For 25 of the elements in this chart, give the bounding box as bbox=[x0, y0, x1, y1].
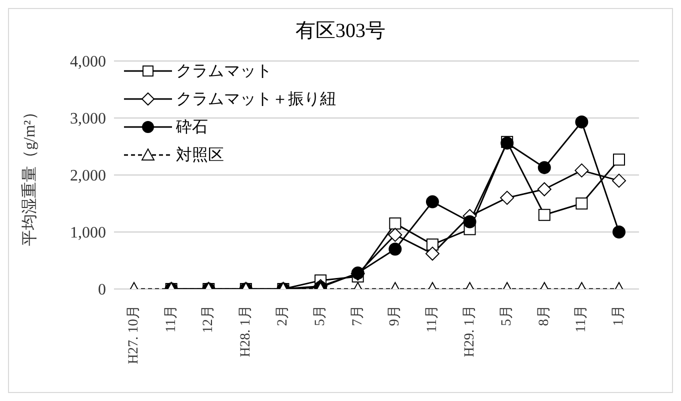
x-tick-label: 7月 bbox=[350, 305, 366, 326]
x-tick-label: H28. 1月 bbox=[238, 305, 254, 358]
chart-title: 有区303号 bbox=[294, 19, 386, 44]
y-tick-label: 1,000 bbox=[70, 224, 106, 242]
legend-label: クラムマット＋振り紐 bbox=[176, 90, 336, 110]
x-tick-label: 9月 bbox=[388, 305, 403, 326]
x-tick-label: H27. 10月 bbox=[126, 305, 142, 364]
legend-label: クラムマット bbox=[176, 62, 272, 82]
x-tick-label: 2月 bbox=[276, 305, 291, 326]
legend-label: 対照区 bbox=[176, 146, 224, 166]
x-tick-label: 5月 bbox=[500, 305, 515, 326]
y-tick-label: 4,000 bbox=[70, 54, 106, 71]
x-tick-label: 8月 bbox=[536, 305, 552, 326]
legend-label: 砕石 bbox=[176, 118, 208, 138]
x-tick-label: 11月 bbox=[574, 305, 590, 332]
x-tick-label: 1月 bbox=[612, 305, 626, 326]
x-tick-label: 11月 bbox=[164, 305, 179, 332]
x-tick-label: H29. 1月 bbox=[462, 305, 478, 358]
x-tick-label: 12月 bbox=[201, 305, 216, 333]
y-tick-label: 3,000 bbox=[70, 110, 106, 128]
y-tick-label: 0 bbox=[98, 282, 106, 299]
x-tick-label: 11月 bbox=[424, 305, 440, 332]
x-tick-label: 5月 bbox=[313, 305, 328, 326]
y-tick-label: 2,000 bbox=[70, 168, 106, 185]
y-axis-title: 平均湿重量（g/m²） bbox=[20, 104, 39, 246]
